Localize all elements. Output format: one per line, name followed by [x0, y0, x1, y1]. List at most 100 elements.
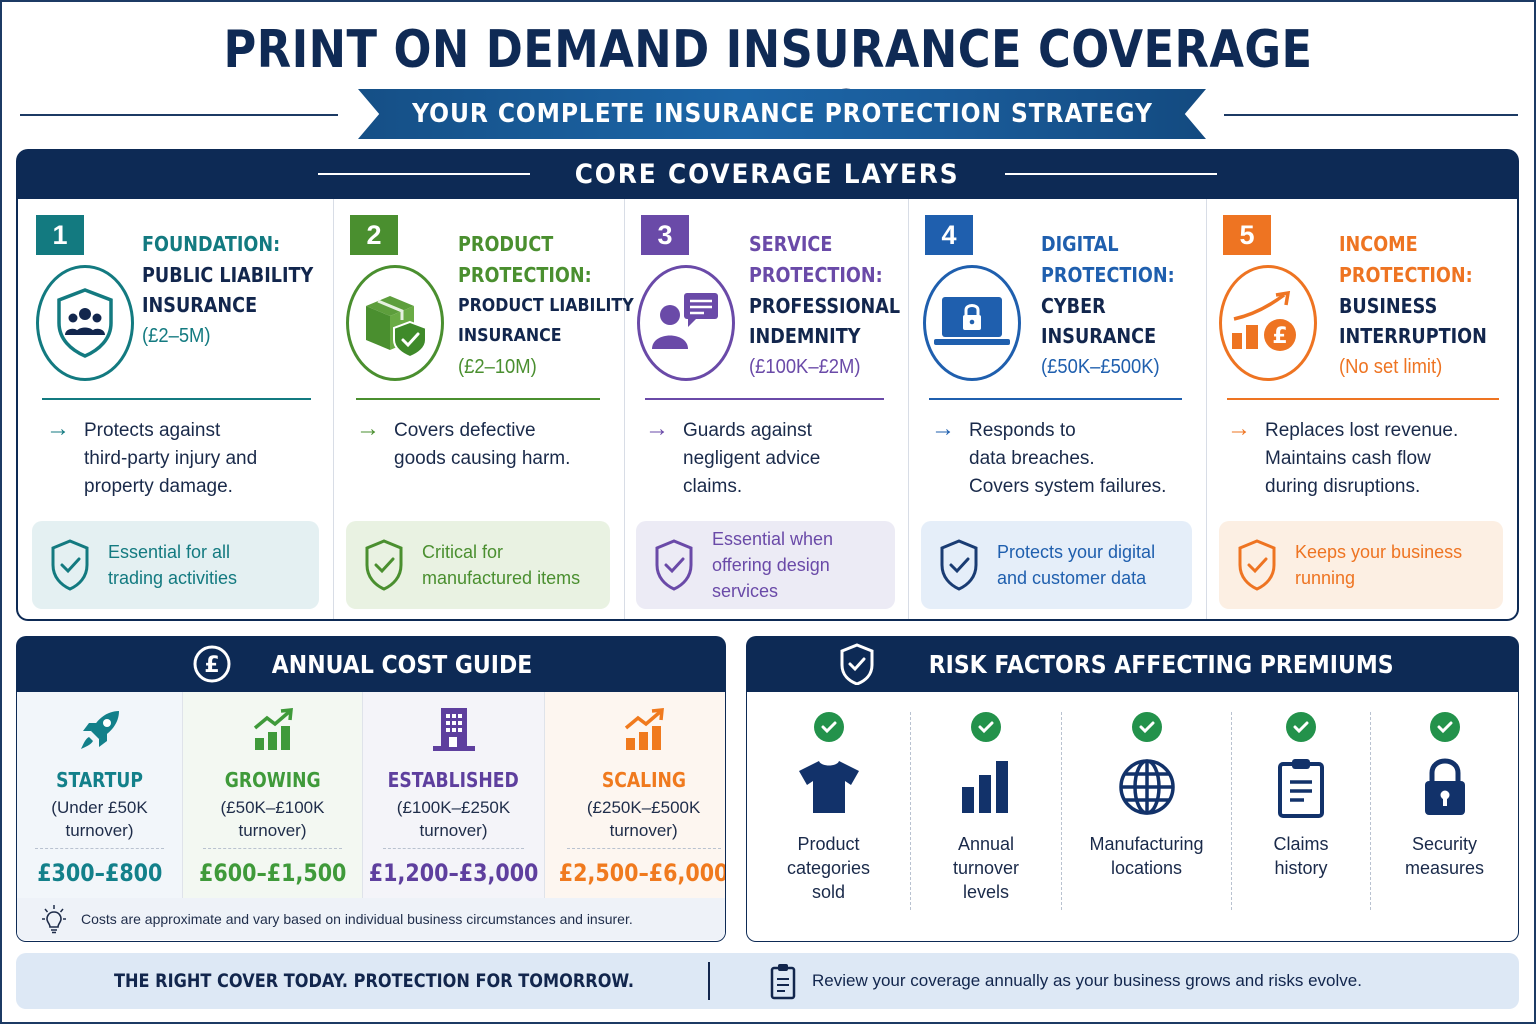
tshirt-icon [797, 754, 861, 820]
core-coverage-title: CORE COVERAGE LAYERS [575, 158, 960, 190]
layer-description: → Replaces lost revenue. Maintains cash … [1227, 417, 1507, 501]
cost-tiers: STARTUP (Under £50K turnover) £300–£800 … [17, 692, 725, 898]
tier-separator [566, 848, 721, 849]
growth-pound-icon: £ [1219, 265, 1317, 381]
risk-factors-panel: RISK FACTORS AFFECTING PREMIUMS Product … [746, 636, 1519, 942]
tier-range: (£50K–£100K turnover) [220, 798, 325, 840]
note-text: Essential when offering design services [712, 529, 834, 601]
svg-text:£: £ [1272, 324, 1287, 349]
risk-factors-header: RISK FACTORS AFFECTING PREMIUMS [746, 636, 1519, 692]
lightbulb-icon [42, 905, 66, 934]
footer-slogan: THE RIGHT COVER TODAY. PROTECTION FOR TO… [114, 970, 635, 992]
layer-limit: (£50K–£500K) [1041, 356, 1160, 378]
layer-product: INSURANCE [142, 293, 258, 317]
check-circle-icon [1286, 712, 1316, 742]
pound-circle-icon: £ [193, 645, 231, 683]
layer-product: INSURANCE [1041, 324, 1157, 348]
tier-separator [382, 848, 525, 849]
coverage-cards: 1 FOUNDATION: PUBLIC LIABILITY INSURANCE… [18, 199, 1517, 619]
building-icon [429, 704, 479, 756]
risk-factor-label: Manufacturing locations [1089, 834, 1204, 878]
header-rule [318, 173, 531, 175]
layer-category: PROTECTION: [749, 263, 883, 287]
arrow-right-icon: → [46, 415, 70, 442]
layer-heading: FOUNDATION: PUBLIC LIABILITY INSURANCE (… [142, 229, 327, 352]
cost-disclaimer-text: Costs are approximate and vary based on … [81, 911, 633, 927]
tier-cost: £600–£1,500 [198, 859, 347, 887]
layer-category: INCOME [1339, 232, 1418, 256]
person-chat-icon [637, 265, 735, 381]
growth-chart-icon [251, 704, 295, 756]
tier-growing: GROWING (£50K–£100K turnover) £600–£1,50… [183, 692, 363, 898]
coverage-card-product-liability: 2 PRODUCT PROTECTION: PRODUCT LIABILITY … [334, 199, 634, 619]
subtitle-right-rule [1224, 114, 1518, 116]
layer-product: INSURANCE [458, 325, 562, 346]
layer-number-badge: 2 [350, 215, 398, 255]
rocket-icon [77, 704, 123, 756]
layer-product: PRODUCT LIABILITY [458, 295, 634, 316]
card-divider [645, 398, 884, 400]
layer-heading: DIGITAL PROTECTION: CYBER INSURANCE (£50… [1041, 229, 1200, 383]
card-divider [356, 398, 600, 400]
layer-number-badge: 1 [36, 215, 84, 255]
description-text: Guards against negligent advice claims. [683, 420, 821, 497]
card-divider [42, 398, 311, 400]
layer-limit: (No set limit) [1339, 356, 1443, 378]
shield-people-icon [36, 265, 134, 381]
layer-note: Protects your digital and customer data [921, 521, 1192, 609]
layer-category: PROTECTION: [1339, 263, 1473, 287]
layer-note: Essential when offering design services [636, 521, 895, 609]
layer-description: → Guards against negligent advice claims… [645, 417, 898, 501]
shield-check-icon [655, 539, 693, 591]
cost-disclaimer: Costs are approximate and vary based on … [17, 898, 725, 940]
layer-description: → Covers defective goods causing harm. [356, 417, 614, 473]
subtitle-ribbon: YOUR COMPLETE INSURANCE PROTECTION STRAT… [358, 89, 1206, 139]
risk-factor-claims-history: Claims history [1232, 712, 1371, 910]
layer-number-badge: 5 [1223, 215, 1271, 255]
cost-guide-body: STARTUP (Under £50K turnover) £300–£800 … [17, 692, 725, 941]
shield-check-icon [51, 539, 89, 591]
layer-product: BUSINESS [1339, 294, 1438, 318]
card-divider [929, 398, 1182, 400]
description-text: Replaces lost revenue. Maintains cash fl… [1265, 420, 1459, 497]
risk-factor-security-measures: Security measures [1371, 712, 1518, 910]
tier-name: ESTABLISHED [387, 768, 520, 792]
check-circle-icon [971, 712, 1001, 742]
subtitle-left-rule [20, 114, 338, 116]
laptop-lock-icon [923, 265, 1021, 381]
tier-cost: £2,500–£6,000 [558, 859, 725, 887]
note-text: Protects your digital and customer data [997, 542, 1156, 588]
layer-note: Essential for all trading activities [32, 521, 319, 609]
layer-category: PRODUCT [458, 232, 554, 256]
risk-factor-annual-turnover: Annual turnover levels [911, 712, 1062, 910]
layer-category: PROTECTION: [1041, 263, 1175, 287]
description-text: Responds to data breaches. Covers system… [969, 420, 1167, 497]
risk-factor-manufacturing-locations: Manufacturing locations [1062, 712, 1232, 910]
tier-scaling: SCALING (£250K–£500K turnover) £2,500–£6… [545, 692, 725, 898]
clipboard-icon [770, 964, 796, 1000]
layer-description: → Responds to data breaches. Covers syst… [931, 417, 1196, 501]
arrow-right-icon: → [931, 415, 955, 442]
growth-chart-icon [622, 704, 666, 756]
footer-divider [708, 962, 710, 1000]
subtitle: YOUR COMPLETE INSURANCE PROTECTION STRAT… [411, 99, 1153, 129]
tier-separator [35, 848, 164, 849]
risk-factor-list: Product categories sold Annual turnover … [747, 692, 1518, 940]
layer-category: SERVICE [749, 232, 833, 256]
risk-factor-product-categories: Product categories sold [747, 712, 911, 910]
layer-category: FOUNDATION: [142, 232, 281, 256]
footer-banner: THE RIGHT COVER TODAY. PROTECTION FOR TO… [16, 953, 1519, 1009]
tier-range: (£100K–£250K turnover) [396, 798, 511, 840]
layer-number-badge: 4 [925, 215, 973, 255]
footer-tip: Review your coverage annually as your bu… [812, 971, 1362, 990]
arrow-right-icon: → [645, 415, 669, 442]
layer-heading: INCOME PROTECTION: BUSINESS INTERRUPTION… [1339, 229, 1511, 383]
tier-range: (Under £50K turnover) [51, 798, 148, 840]
note-text: Critical for manufactured items [422, 542, 581, 588]
layer-heading: PRODUCT PROTECTION: PRODUCT LIABILITY IN… [458, 229, 634, 383]
globe-icon [1118, 754, 1176, 820]
tier-name: GROWING [224, 768, 321, 792]
footer-slogan-group: THE RIGHT COVER TODAY. PROTECTION FOR TO… [16, 960, 708, 1002]
risk-factors-body: Product categories sold Annual turnover … [747, 692, 1518, 941]
tier-name: SCALING [601, 768, 686, 792]
